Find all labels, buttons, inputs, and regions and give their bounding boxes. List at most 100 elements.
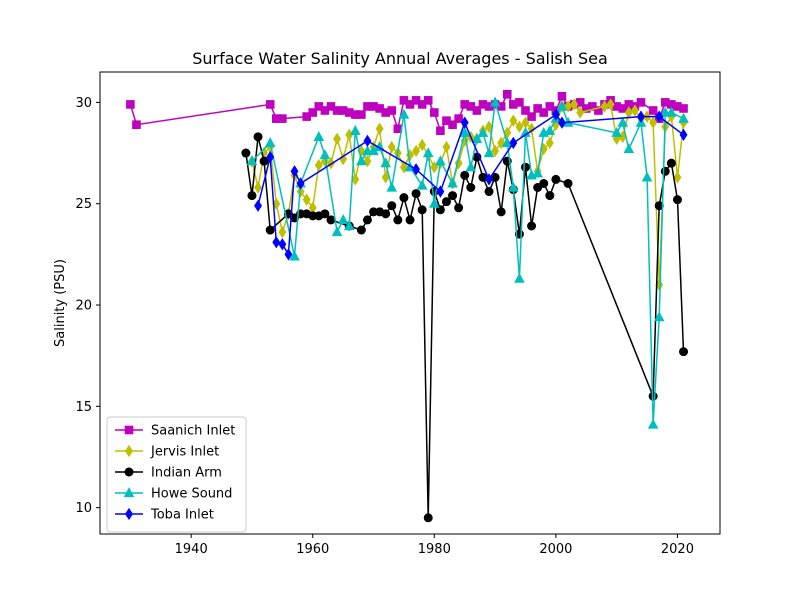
data-point (418, 138, 427, 152)
data-point (333, 132, 342, 146)
data-point (356, 155, 367, 166)
legend-label: Saanich Inlet (151, 424, 235, 439)
data-point (459, 126, 471, 137)
data-point (485, 173, 493, 186)
data-point (308, 108, 318, 117)
data-point (326, 215, 336, 225)
data-point (520, 162, 530, 172)
data-point (319, 149, 331, 160)
data-point (653, 311, 665, 322)
legend: Saanich Inlet Jervis Inlet Indian Arm Howe … (106, 416, 247, 533)
data-point (521, 106, 530, 115)
y-tick-label: 10 (75, 501, 92, 516)
data-point (594, 106, 603, 115)
data-point (132, 120, 141, 129)
data-point (520, 126, 531, 137)
data-point (253, 132, 263, 142)
data-point (436, 185, 445, 198)
data-point (673, 171, 682, 184)
data-point (606, 98, 615, 111)
data-point (284, 248, 293, 261)
legend-marker (124, 467, 134, 477)
data-point (617, 116, 629, 127)
data-point (381, 209, 391, 219)
legend-marker (124, 425, 134, 435)
data-point (423, 513, 433, 523)
data-point (349, 124, 361, 135)
data-point (557, 92, 567, 101)
data-point (509, 114, 518, 127)
data-point (447, 177, 458, 188)
data-point (393, 215, 403, 225)
data-point (436, 126, 445, 136)
data-point (527, 112, 536, 121)
data-point (246, 155, 258, 166)
data-point (466, 183, 476, 193)
data-point (649, 116, 658, 129)
data-point (442, 140, 451, 154)
data-point (405, 215, 415, 225)
data-point (563, 178, 573, 188)
series-howe-sound (246, 96, 689, 429)
data-point (430, 108, 439, 117)
data-point (320, 209, 330, 219)
legend-label: Howe Sound (151, 487, 232, 502)
data-point (509, 136, 518, 150)
data-point (544, 124, 556, 135)
x-axis: 1940 1960 1980 2000 2020 (175, 534, 694, 557)
data-point (398, 108, 410, 119)
data-point (386, 181, 398, 192)
data-point (289, 250, 300, 261)
chart-title: Surface Water Salinity Annual Averages -… (192, 49, 608, 68)
data-point (302, 193, 311, 206)
data-point (278, 114, 287, 123)
data-point (477, 126, 489, 137)
data-point (551, 174, 561, 184)
data-point (556, 100, 568, 111)
data-point (448, 120, 457, 129)
axes-frame (99, 71, 721, 535)
data-point (343, 220, 355, 231)
data-point (483, 147, 495, 158)
data-point (496, 207, 506, 217)
x-tick-label: 2000 (539, 542, 572, 557)
data-point (660, 166, 670, 176)
data-point (647, 418, 659, 429)
y-tick-label: 30 (75, 96, 92, 111)
data-point (423, 96, 433, 105)
data-point (417, 205, 427, 215)
data-point (254, 181, 262, 194)
legend-box (106, 416, 247, 533)
data-point (264, 137, 276, 148)
data-point (380, 157, 391, 168)
data-point (331, 226, 343, 237)
data-point (636, 98, 646, 107)
x-tick-label: 2020 (661, 542, 694, 557)
data-point (363, 134, 372, 148)
data-point (489, 96, 501, 107)
x-tick-label: 1960 (296, 542, 329, 557)
legend-marker (123, 487, 135, 498)
data-point (465, 161, 477, 172)
data-point (296, 177, 305, 190)
data-point (265, 225, 275, 235)
legend-label: Toba Inlet (150, 508, 214, 523)
data-point (666, 158, 676, 168)
data-point (435, 155, 446, 166)
data-point (412, 163, 421, 176)
data-point (570, 98, 579, 111)
data-point (551, 108, 560, 121)
data-point (485, 120, 493, 133)
data-point (576, 106, 585, 119)
data-point (259, 156, 269, 166)
data-point (337, 214, 349, 225)
data-point (416, 179, 428, 190)
data-point (666, 106, 677, 117)
y-tick-label: 25 (75, 197, 92, 212)
data-point (278, 225, 287, 239)
data-point (508, 181, 519, 192)
legend-item: Indian Arm (115, 466, 222, 481)
data-point (254, 199, 262, 212)
